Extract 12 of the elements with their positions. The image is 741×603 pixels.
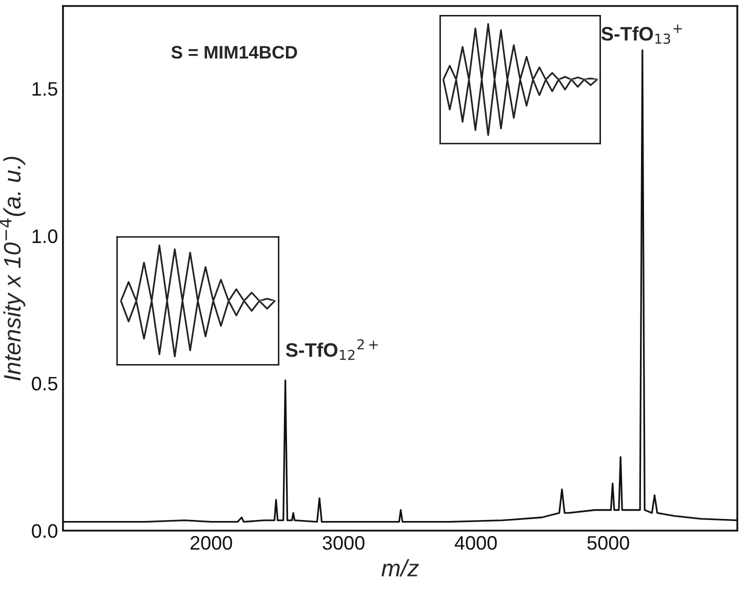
annotation: S-TfO$_{13}$$^{+}$ xyxy=(601,24,682,44)
y-tick-label: 1.0 xyxy=(32,229,58,244)
x-tick-label: 5000 xyxy=(587,536,630,550)
x-axis-title: m/z xyxy=(382,559,419,577)
y-tick-label: 1.5 xyxy=(32,82,58,96)
annotation: S = MIM14BCD xyxy=(171,46,298,59)
x-tick-label: 3000 xyxy=(322,536,364,550)
x-tick-label: 4000 xyxy=(454,536,497,550)
y-tick-label: 0.0 xyxy=(32,524,58,538)
x-tick-label: 2000 xyxy=(190,536,232,550)
annotation: S-TfO$_{12}$$^{2+}$ xyxy=(286,339,378,360)
y-tick-label: 0.5 xyxy=(32,376,58,391)
